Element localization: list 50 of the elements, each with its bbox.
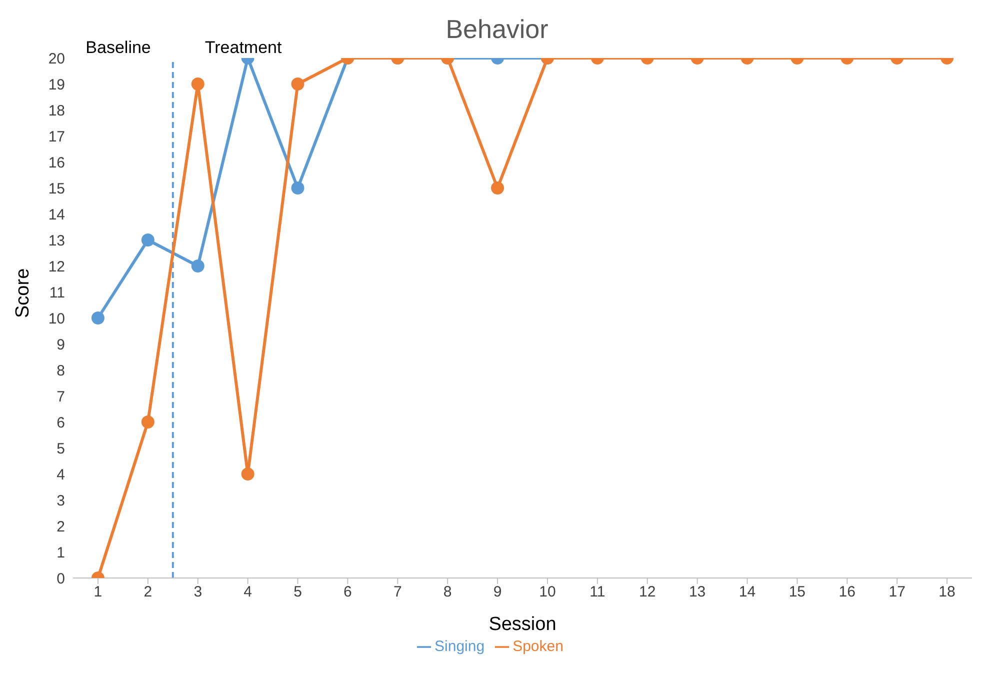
y-tick-label: 10 (48, 310, 65, 328)
point (141, 234, 154, 246)
y-tick-label: 11 (49, 284, 65, 302)
x-tick-label: 12 (639, 584, 656, 601)
y-tick-label: 9 (56, 336, 65, 354)
y-tick-label: 6 (56, 414, 65, 432)
x-tick-label: 1 (94, 584, 102, 601)
x-tick-label: 2 (144, 584, 152, 601)
x-axis-title: Session (488, 614, 556, 635)
y-tick-label: 0 (56, 570, 65, 588)
y-tick-label: 13 (48, 232, 65, 250)
x-tick-label: 5 (294, 584, 302, 601)
x-tick-label: 14 (738, 584, 756, 601)
x-tick-label: 17 (888, 584, 906, 601)
y-tick-label: 3 (56, 492, 65, 510)
x-tick-label: 7 (393, 584, 402, 601)
x-tick-label: 6 (344, 584, 352, 601)
x-tick-label: 4 (244, 584, 252, 601)
text: Treatment (204, 38, 282, 58)
y-tick-label: 20 (48, 50, 65, 68)
point (141, 416, 154, 428)
chart-title: Behavior (446, 14, 548, 44)
x-tick-label: 16 (838, 584, 856, 601)
x-tick-label: 10 (539, 584, 556, 601)
y-tick-label: 4 (56, 466, 65, 484)
legend-label: Singing (434, 638, 485, 655)
y-tick-label: 8 (56, 362, 65, 380)
x-tick-label: 11 (590, 584, 606, 601)
y-tick-label: 16 (48, 154, 65, 172)
x-tick-label: 3 (194, 584, 202, 601)
x-tick-label: 15 (788, 584, 806, 601)
x-tick-label: 8 (443, 584, 452, 601)
y-tick-label: 2 (56, 518, 65, 536)
y-tick-label: 18 (48, 102, 65, 120)
legend-label: Spoken (512, 638, 564, 655)
x-tick-label: 18 (938, 584, 956, 601)
point (91, 312, 104, 324)
y-axis-title: Score (12, 268, 34, 318)
y-tick-label: 15 (48, 180, 65, 198)
y-tick-label: 12 (48, 258, 65, 276)
y-tick-label: 7 (56, 388, 65, 406)
point (191, 260, 204, 272)
y-tick-label: 19 (48, 76, 65, 94)
x-tick-label: 13 (688, 584, 706, 601)
y-tick-label: 17 (48, 128, 65, 146)
y-tick-label: 5 (56, 440, 65, 458)
y-tick-label: 14 (48, 206, 65, 224)
x-tick-label: 9 (493, 584, 502, 601)
y-tick-label: 1 (56, 544, 65, 562)
text: Baseline (86, 38, 151, 58)
